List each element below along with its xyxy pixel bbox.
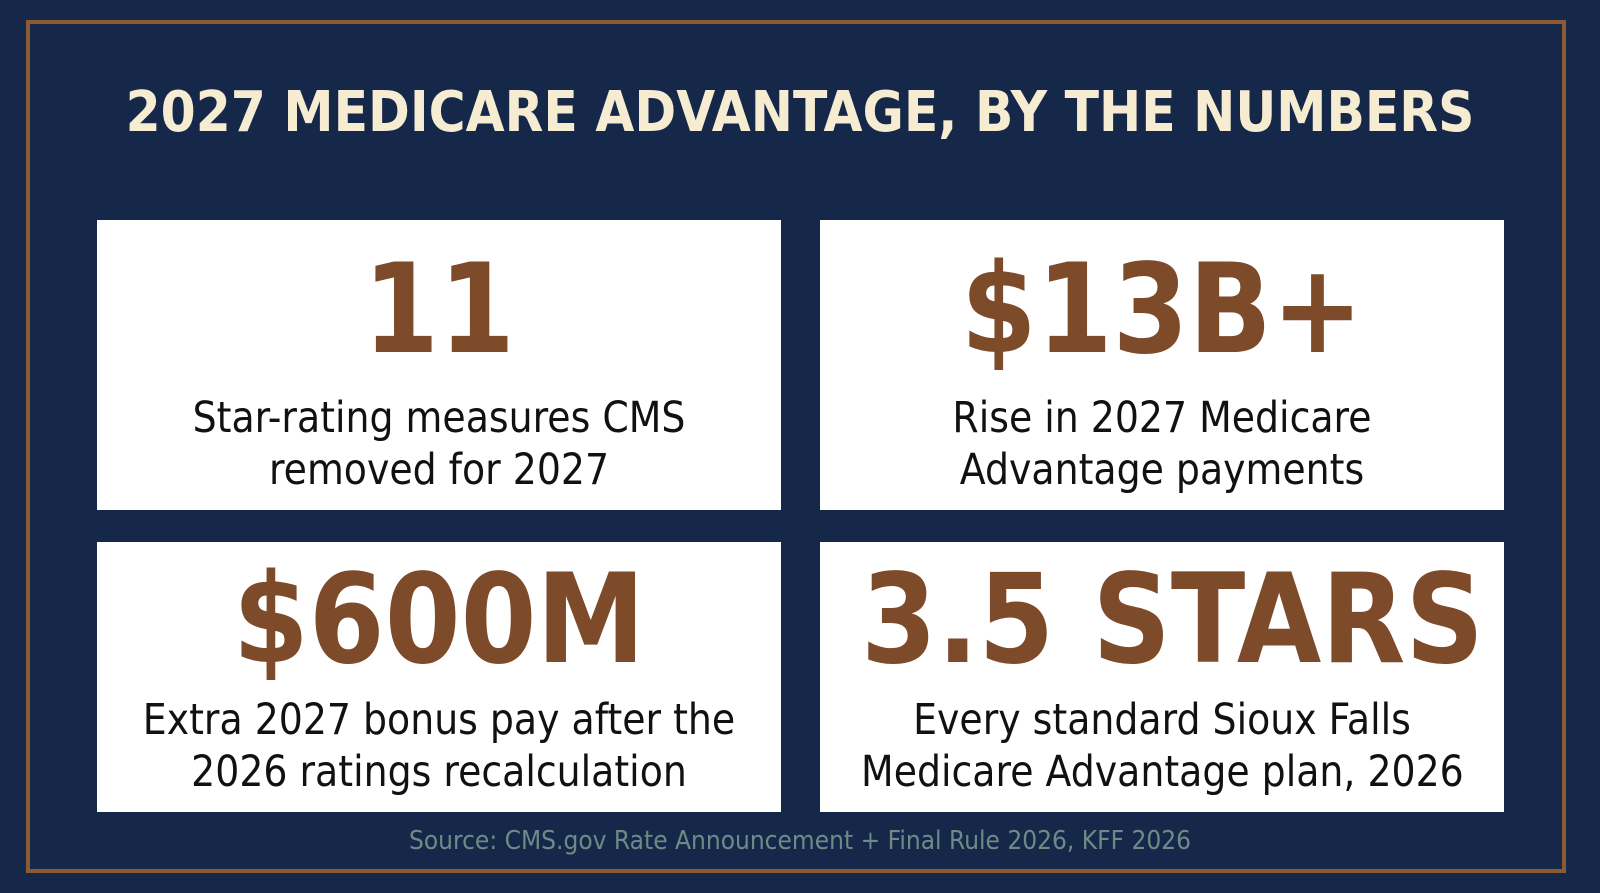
stat-description: Extra 2027 bonus pay after the 2026 rati… <box>138 694 740 798</box>
stat-description-line: Every standard Sioux Falls <box>913 695 1411 745</box>
stat-card-stars: 3.5 STARS Every standard Sioux Falls Med… <box>820 542 1504 812</box>
stat-description-line: Rise in 2027 Medicare <box>952 393 1372 443</box>
stat-description-line: Star-rating measures CMS <box>192 393 686 443</box>
stat-description: Every standard Sioux Falls Medicare Adva… <box>861 694 1464 798</box>
source-note: Source: CMS.gov Rate Announcement + Fina… <box>408 826 1192 856</box>
stat-value: 11 <box>363 238 515 382</box>
stat-value: 3.5 STARS <box>861 548 1484 692</box>
stat-description-line: 2026 ratings recalculation <box>191 747 687 797</box>
stat-value: $600M <box>232 548 646 692</box>
stat-card-measures: 11 Star-rating measures CMS removed for … <box>97 220 781 510</box>
stat-card-payments: $13B+ Rise in 2027 Medicare Advantage pa… <box>820 220 1504 510</box>
stat-description: Rise in 2027 Medicare Advantage payments <box>861 392 1463 496</box>
stat-description-line: Medicare Advantage plan, 2026 <box>861 747 1464 797</box>
border-frame <box>26 20 1566 873</box>
page-title: 2027 MEDICARE ADVANTAGE, BY THE NUMBERS <box>125 80 1475 145</box>
stat-card-bonus: $600M Extra 2027 bonus pay after the 202… <box>97 542 781 812</box>
stat-description-line: Advantage payments <box>959 445 1365 495</box>
stat-description-line: Extra 2027 bonus pay after the <box>142 695 736 745</box>
stat-description-line: removed for 2027 <box>268 445 610 495</box>
stat-description: Star-rating measures CMS removed for 202… <box>138 392 740 496</box>
stat-value: $13B+ <box>960 238 1364 382</box>
